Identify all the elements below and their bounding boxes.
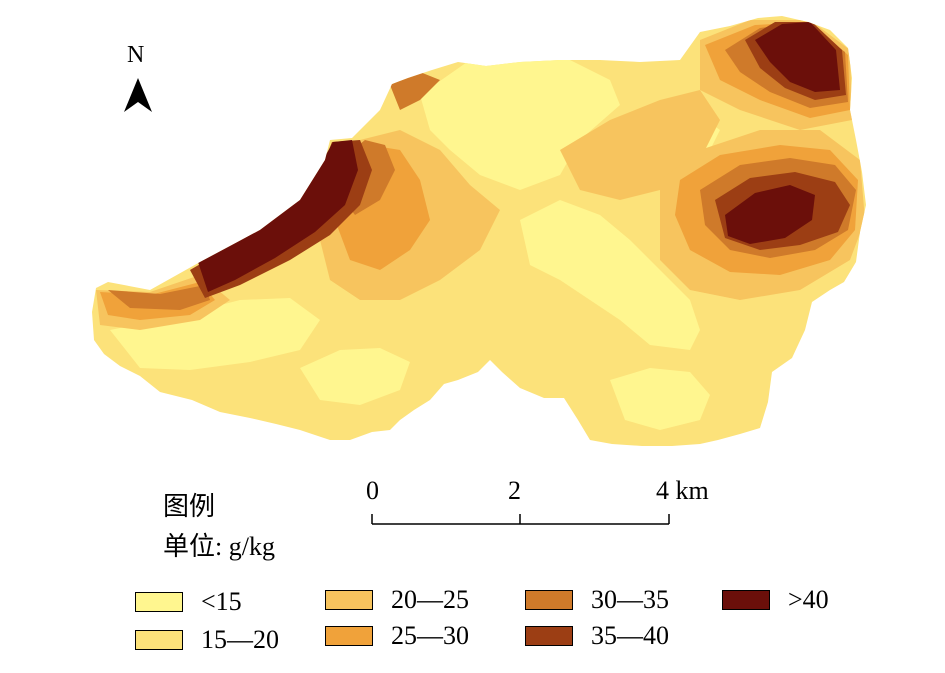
zone-gt40	[755, 22, 840, 92]
legend-item-15-20: 15—20	[135, 626, 279, 654]
scale-bar	[371, 514, 670, 525]
legend-label: 30—35	[591, 585, 669, 614]
legend-swatch	[325, 590, 373, 610]
legend-label: 25—30	[391, 621, 469, 650]
legend-swatch	[722, 590, 770, 610]
legend-item-25-30: 25—30	[325, 622, 469, 650]
legend-swatch	[135, 630, 183, 650]
legend-swatch	[525, 590, 573, 610]
scale-label-0: 0	[366, 476, 379, 505]
legend-title: 图例	[163, 492, 216, 522]
legend-item-20-25: 20—25	[325, 586, 469, 614]
legend-item-gt40: >40	[722, 586, 829, 614]
legend-unit-prefix: 单位	[163, 532, 216, 562]
scale-label-4: 4 km	[656, 476, 709, 505]
zone-lt15	[610, 368, 710, 430]
zone-30-35	[108, 285, 210, 310]
legend-label: >40	[788, 585, 829, 614]
north-arrow-icon	[124, 78, 152, 112]
legend-label: <15	[201, 587, 242, 616]
legend-item-lt15: <15	[135, 588, 242, 616]
legend-item-35-40: 35—40	[525, 622, 669, 650]
scale-label-2: 2	[508, 476, 521, 505]
legend-label: 20—25	[391, 585, 469, 614]
soil-zones	[92, 16, 866, 446]
zone-lt15	[300, 348, 410, 405]
legend-label: 35—40	[591, 621, 669, 650]
zone-gt40	[725, 185, 815, 244]
zone-lt15	[520, 200, 700, 350]
legend-swatch	[525, 626, 573, 646]
legend-item-30-35: 30—35	[525, 586, 669, 614]
legend-label: 15—20	[201, 625, 279, 654]
legend-unit: 单位: g/kg	[163, 532, 275, 562]
legend-swatch	[325, 626, 373, 646]
north-label: N	[127, 42, 145, 68]
zone-30-35	[390, 72, 440, 110]
zone-lt15	[110, 298, 320, 370]
legend-unit-suffix: : g/kg	[215, 532, 275, 561]
legend-swatch	[135, 592, 183, 612]
